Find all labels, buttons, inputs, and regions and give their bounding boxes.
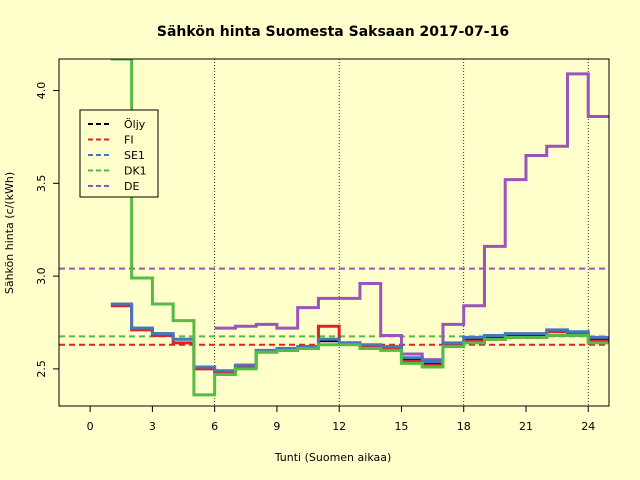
x-tick-label: 6 (211, 420, 218, 433)
y-tick-label: 4.0 (35, 82, 48, 100)
x-tick-label: 18 (457, 420, 471, 433)
y-axis-label: Sähkön hinta (c/(kWh) (3, 172, 16, 294)
legend-label: Öljy (124, 118, 146, 131)
legend-label: DK1 (124, 165, 147, 178)
plot-frame (58, 58, 610, 407)
series-line-de (214, 72, 609, 362)
legend-label: SE1 (124, 149, 145, 162)
x-tick-label: 21 (519, 420, 533, 433)
x-tick-label: 24 (581, 420, 595, 433)
y-tick-label: 3.0 (35, 267, 48, 285)
x-tick-label: 3 (149, 420, 156, 433)
series-line-dk1 (110, 59, 609, 397)
x-tick-label: 0 (87, 420, 94, 433)
x-tick-label: 9 (273, 420, 280, 433)
y-tick-label: 2.5 (35, 360, 48, 378)
chart-title: Sähkön hinta Suomesta Saksaan 2017-07-16 (157, 24, 509, 40)
x-tick-label: 12 (332, 420, 346, 433)
legend-label: FI (124, 134, 134, 147)
x-tick-label: 15 (394, 420, 408, 433)
y-tick-label: 3.5 (35, 175, 48, 193)
x-axis-label: Tunti (Suomen aikaa) (274, 451, 392, 464)
legend-label: DE (124, 180, 139, 193)
